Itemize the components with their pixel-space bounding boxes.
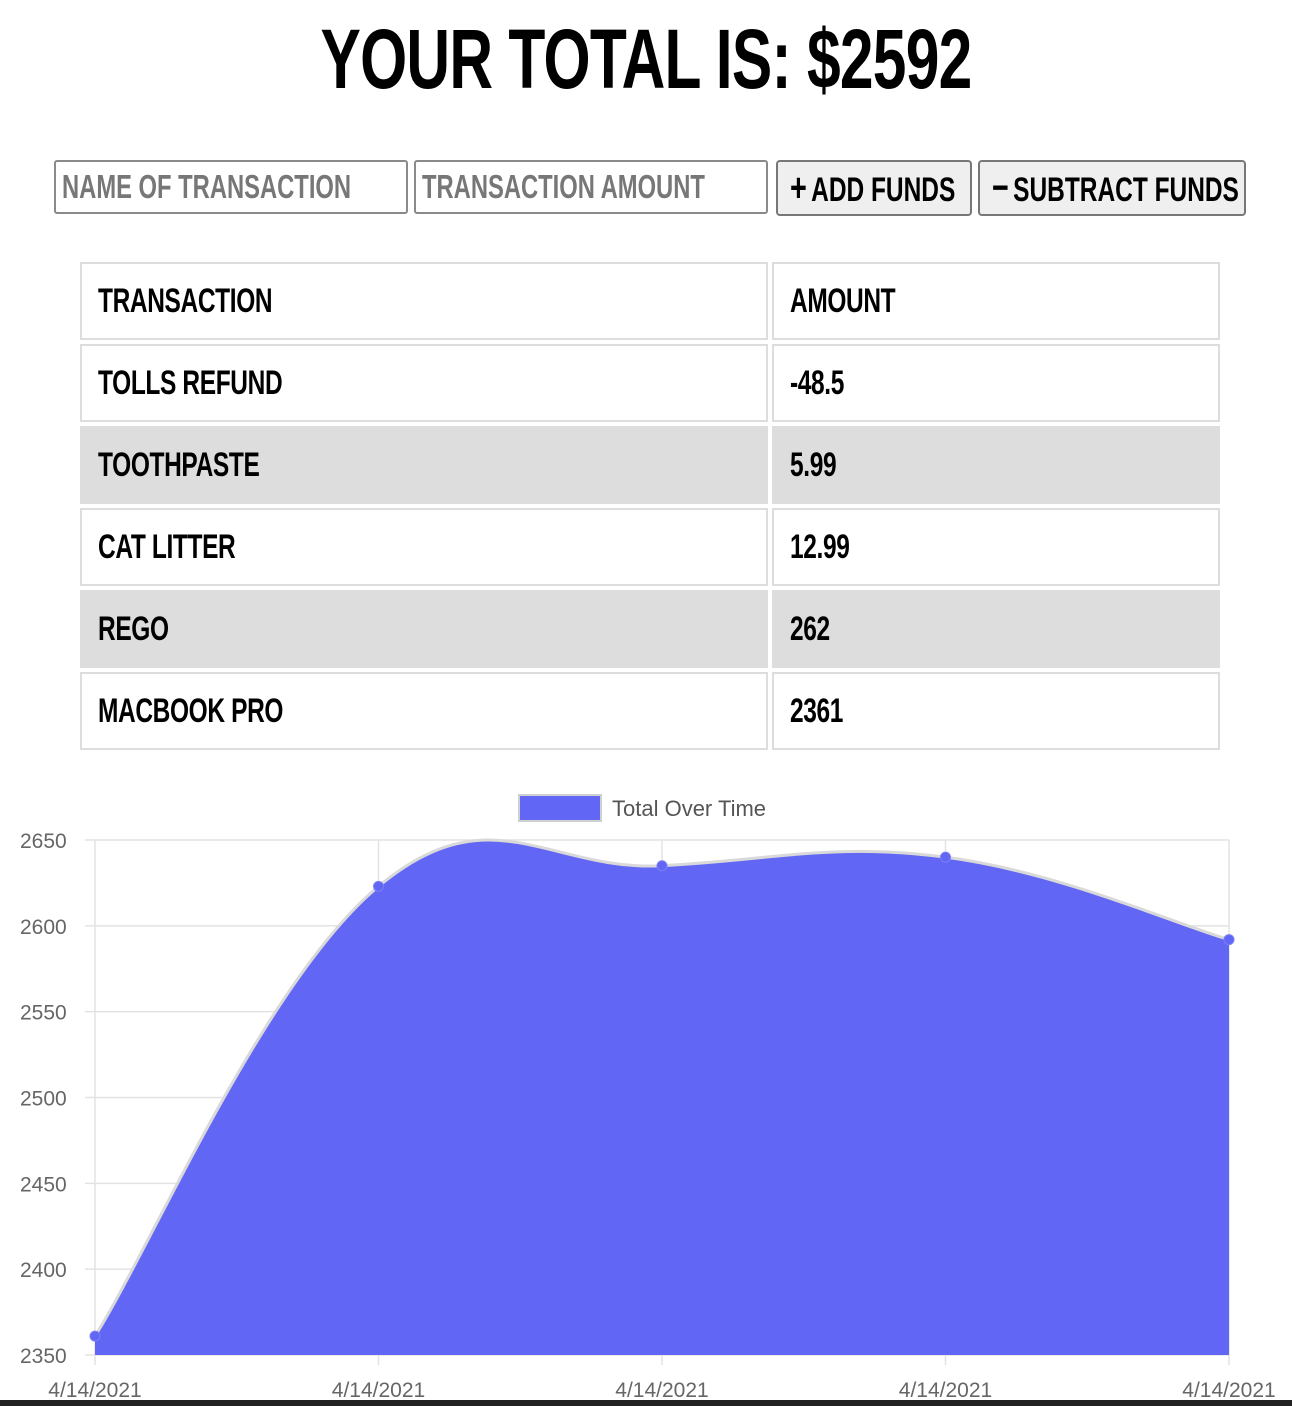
x-tick-label: 4/14/2021 [332, 1379, 425, 1402]
x-tick-label: 4/14/2021 [899, 1379, 992, 1402]
y-tick-label: 2550 [20, 1002, 67, 1025]
table-row: CAT LITTER 12.99 [80, 508, 1220, 586]
y-tick-label: 2450 [20, 1173, 67, 1196]
header-transaction: TRANSACTION [80, 262, 768, 340]
table-row: MACBOOK PRO 2361 [80, 672, 1220, 750]
window-bottom-edge [0, 1400, 1292, 1406]
transaction-cell: CAT LITTER [80, 508, 768, 586]
legend-swatch [518, 794, 602, 822]
data-point [656, 860, 668, 872]
amount-cell: 2361 [772, 672, 1220, 750]
transaction-cell: TOOTHPASTE [80, 426, 768, 504]
data-point [940, 851, 951, 863]
y-tick-label: 2400 [20, 1259, 67, 1282]
transaction-amount-container [414, 160, 768, 214]
add-funds-label: ADD FUNDS [811, 171, 956, 209]
x-tick-label: 4/14/2021 [48, 1379, 141, 1402]
y-tick-label: 2650 [20, 830, 67, 853]
x-tick-label: 4/14/2021 [615, 1379, 708, 1402]
area-fill [95, 840, 1229, 1355]
data-point [89, 1330, 101, 1342]
amount-cell: 5.99 [772, 426, 1220, 504]
plus-icon: + [790, 166, 807, 210]
minus-icon: − [992, 166, 1009, 210]
legend-label: Total Over Time [612, 796, 766, 821]
table-header-row: TRANSACTION AMOUNT [80, 262, 1220, 340]
transaction-cell: TOLLS REFUND [80, 344, 768, 422]
subtract-funds-button[interactable]: − SUBTRACT FUNDS [978, 160, 1246, 216]
transaction-amount-input[interactable] [422, 162, 763, 212]
table-row: TOLLS REFUND -48.5 [80, 344, 1220, 422]
table-row: TOOTHPASTE 5.99 [80, 426, 1220, 504]
transaction-cell: REGO [80, 590, 768, 668]
transaction-name-input[interactable] [62, 162, 403, 212]
amount-cell: -48.5 [772, 344, 1220, 422]
total-over-time-chart: 2350 2400 2450 2500 2550 2600 2650 4/14/2021 4/1… [20, 794, 1276, 1402]
data-point [373, 880, 384, 892]
data-point [1223, 934, 1235, 946]
amount-cell: 12.99 [772, 508, 1220, 586]
header-amount: AMOUNT [772, 262, 1220, 340]
y-tick-label: 2500 [20, 1088, 67, 1111]
transactions-table: TRANSACTION AMOUNT TOLLS REFUND -48.5 TO… [76, 258, 1224, 754]
add-funds-button[interactable]: + ADD FUNDS [776, 160, 972, 216]
amount-cell: 262 [772, 590, 1220, 668]
table-row: REGO 262 [80, 590, 1220, 668]
total-heading: YOUR TOTAL IS: $2592 [320, 12, 972, 106]
subtract-funds-label: SUBTRACT FUNDS [1013, 171, 1239, 209]
x-tick-label: 4/14/2021 [1182, 1379, 1275, 1402]
transaction-cell: MACBOOK PRO [80, 672, 768, 750]
transaction-name-container [54, 160, 408, 214]
series-line [93, 838, 1230, 1337]
y-tick-label: 2350 [20, 1345, 67, 1368]
y-tick-label: 2600 [20, 916, 67, 939]
